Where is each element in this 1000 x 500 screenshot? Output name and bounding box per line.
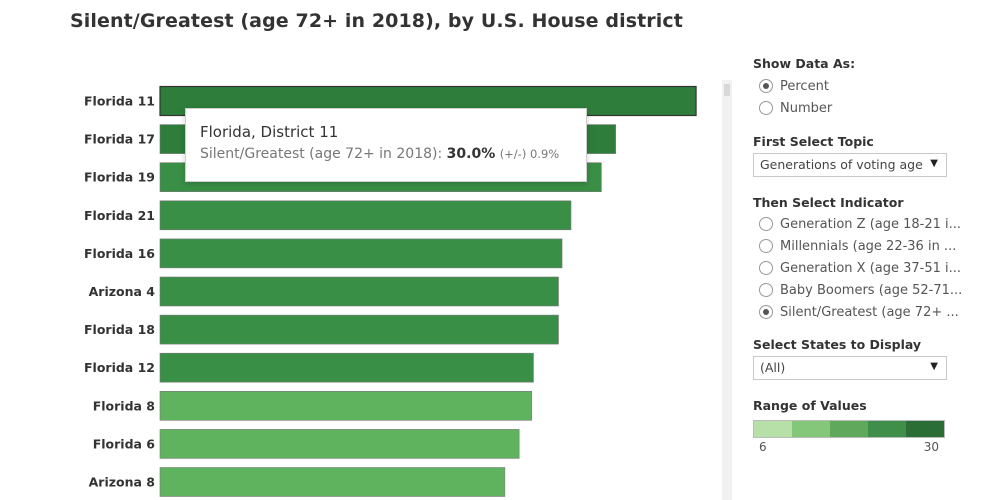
category-label: Florida 12 [84,360,155,375]
scrollbar[interactable] [722,80,732,500]
radio-icon[interactable] [759,101,773,115]
topic-dropdown[interactable]: Generations of voting age ▼ [753,153,947,177]
category-label: Florida 19 [84,170,155,185]
topic-heading: First Select Topic [753,134,874,149]
radio-icon[interactable] [759,283,773,297]
tooltip-value: 30.0% [446,146,496,162]
tooltip: Florida, District 11 Silent/Greatest (ag… [185,108,587,182]
category-label: Florida 11 [84,94,155,109]
bar[interactable] [159,352,534,383]
radio-indicator[interactable]: Generation X (age 37-51 i... [753,257,993,279]
radio-label: Baby Boomers (age 52-71... [780,282,963,298]
radio-indicator[interactable]: Millennials (age 22-36 in ... [753,235,993,257]
states-heading: Select States to Display [753,337,922,352]
legend-labels: 6 30 [753,438,945,454]
legend-min: 6 [759,440,767,454]
category-label: Florida 6 [93,436,156,451]
category-label: Florida 16 [84,246,155,261]
bar[interactable] [159,429,520,459]
legend-swatch [830,421,868,437]
states-value: (All) [760,360,786,375]
color-legend [753,420,945,438]
category-label: Arizona 8 [89,475,155,490]
category-label: Florida 21 [84,208,155,223]
tooltip-moe: (+/-) 0.9% [499,147,560,161]
radio-label: Percent [780,78,829,94]
show-data-as-heading: Show Data As: [753,56,856,71]
legend-swatch [792,421,830,437]
radio-label: Number [780,100,833,116]
category-label: Florida 8 [93,398,155,413]
radio-label: Generation X (age 37-51 i... [780,260,962,276]
radio-label: Millennials (age 22-36 in ... [780,238,957,254]
radio-label: Silent/Greatest (age 72+ ... [780,304,959,320]
dropdown-arrow-icon: ▼ [930,158,938,169]
radio-icon[interactable] [759,217,773,231]
radio-percent[interactable]: Percent [753,75,993,97]
scrollbar-thumb[interactable] [724,84,730,96]
states-dropdown[interactable]: (All) ▼ [753,356,947,380]
bar[interactable] [159,200,572,231]
radio-number[interactable]: Number [753,97,993,119]
radio-label: Generation Z (age 18-21 i... [780,216,962,232]
bar[interactable] [159,314,559,345]
tooltip-line: Silent/Greatest (age 72+ in 2018): 30.0%… [200,146,572,162]
tooltip-label: Silent/Greatest (age 72+ in 2018): [200,146,443,162]
legend-swatch [754,421,792,437]
bar[interactable] [159,238,563,269]
tooltip-title: Florida, District 11 [200,123,339,141]
topic-value: Generations of voting age [760,157,923,172]
category-label: Arizona 4 [89,284,156,299]
control-panel: Show Data As: Percent Number First Selec… [753,56,993,454]
chart-title: Silent/Greatest (age 72+ in 2018), by U.… [70,10,683,32]
legend-max: 30 [923,440,939,454]
radio-icon[interactable] [759,239,773,253]
radio-icon-selected[interactable] [759,79,773,93]
bar[interactable] [159,467,506,497]
indicator-heading: Then Select Indicator [753,195,904,210]
radio-icon[interactable] [759,261,773,275]
range-heading: Range of Values [753,398,867,413]
category-label: Florida 17 [84,132,155,147]
radio-indicator[interactable]: Generation Z (age 18-21 i... [753,213,993,235]
legend-swatch [868,421,906,437]
dropdown-arrow-icon: ▼ [930,361,938,372]
radio-indicator-selected[interactable]: Silent/Greatest (age 72+ ... [753,301,993,323]
bar[interactable] [159,390,532,421]
legend-swatch [906,421,944,437]
radio-icon-selected[interactable] [759,305,773,319]
category-label: Florida 18 [84,322,155,337]
bar[interactable] [159,276,559,307]
radio-indicator[interactable]: Baby Boomers (age 52-71... [753,279,993,301]
